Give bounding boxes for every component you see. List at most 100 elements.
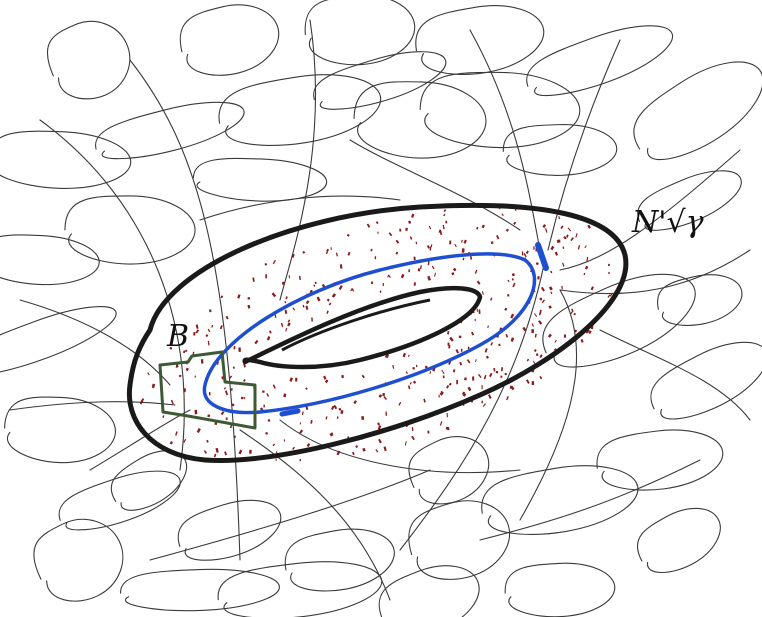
shading-dot [463,240,466,244]
shading-dot [541,287,545,292]
shading-dot [285,310,288,314]
shading-dot [412,367,414,370]
shading-dot [332,293,336,298]
shading-dot [152,384,155,389]
shading-dot [171,400,174,405]
shading-dot [558,216,560,219]
shading-dot [399,229,401,232]
shading-dot [355,445,358,448]
shading-dot [201,359,203,363]
shading-dot [232,404,234,407]
shading-dot [472,376,474,380]
foliation-strand [600,330,750,420]
shading-dot [247,305,250,309]
shading-dot [385,412,387,416]
shading-dot [273,384,276,388]
shading-dot [284,301,286,303]
shading-dot [307,443,311,447]
shading-dot [243,397,245,399]
shading-dot [401,274,405,278]
shading-dot [453,268,457,272]
shading-dot [456,380,458,384]
shading-dot [336,253,338,257]
shading-dot [383,396,387,400]
shading-dot [524,253,527,257]
shading-dot [608,272,609,274]
shading-dot [273,444,276,447]
shading-dot [532,381,534,385]
shading-dot [462,248,465,252]
foliation-loop [308,40,451,120]
shading-dot [536,353,539,356]
foliation-strand [200,196,400,220]
shading-dot [570,311,573,314]
shading-dot [456,349,460,353]
shading-dot [398,402,401,406]
shading-dot [269,330,272,333]
shading-dot [491,241,494,244]
shading-dot [477,309,478,312]
shading-dot [441,370,444,374]
shading-dot [490,342,493,346]
shading-dot [512,278,514,281]
shading-dot [548,334,552,338]
foliation-loop [0,294,123,386]
shading-dot [323,376,326,380]
shading-dot [265,432,268,435]
shading-dot [317,297,321,302]
shading-dot [410,382,412,385]
shading-dot [224,451,227,455]
shading-dot [411,436,415,440]
foliation-strand [20,300,170,385]
shading-dot [584,245,586,248]
shading-dot [325,379,329,383]
shading-dot [542,224,546,228]
shading-dot [447,413,448,417]
shading-dot [453,369,455,372]
shading-dot [427,245,430,249]
shading-dot [507,294,509,296]
shading-dot [268,419,271,422]
shading-dot [526,379,530,384]
shading-dot [197,428,201,433]
shading-dot [416,365,418,367]
shading-dot [282,282,285,285]
foliation-strand [560,250,750,294]
shading-dot [370,249,372,252]
shading-dot [581,339,584,343]
shading-dot [429,226,431,230]
shading-dot [468,347,470,349]
shading-dot [339,285,343,290]
shading-dot [563,236,566,239]
shading-dot [475,359,477,362]
shading-dot [461,240,463,243]
shading-dot [408,385,411,389]
foliation-loop [38,9,142,111]
shading-dot [414,282,417,286]
foliation-loop [653,267,747,332]
shading-dot [540,298,543,301]
shading-dot [548,305,552,309]
foliation-loop [65,196,195,264]
shading-dot [443,214,445,217]
shading-dot [367,224,371,228]
neighborhood-label: N'√γ [631,205,704,240]
shading-dot [486,356,489,359]
foliation-loop [0,129,132,190]
shading-dot [449,383,452,386]
shading-dot [418,268,421,271]
shading-dot [535,334,537,338]
shading-dot [216,448,219,453]
shading-dot [329,303,332,306]
foliation-loop [477,455,643,544]
shading-dot [275,315,277,318]
shading-dot [289,275,290,278]
shading-dot [568,227,572,231]
shading-dot [331,406,334,410]
shading-dot [591,286,594,290]
shading-dot [195,410,198,415]
shading-dot [513,222,516,225]
shading-dot [454,244,457,247]
shading-dot [233,366,235,369]
shading-dot [505,373,507,375]
